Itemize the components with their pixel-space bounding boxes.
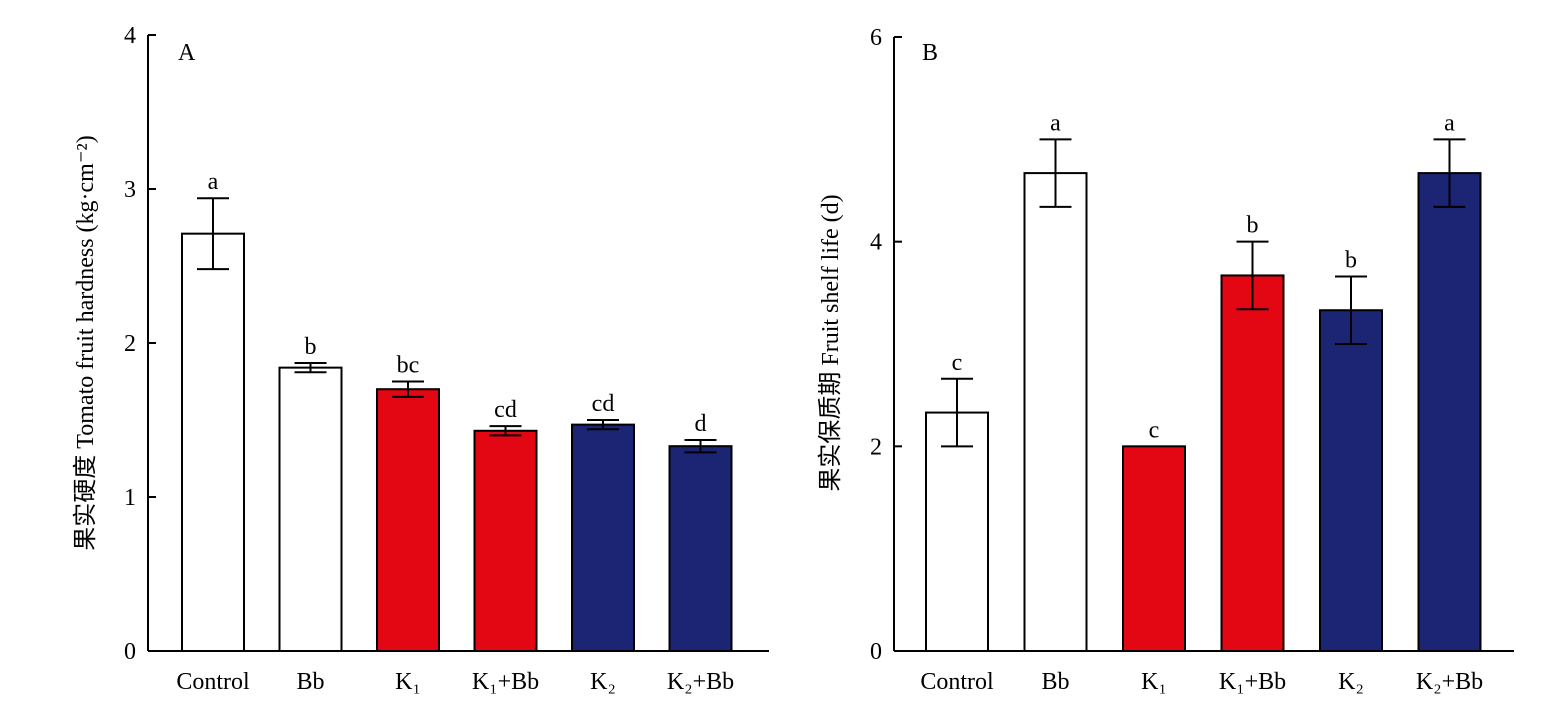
significance-label: b: [1247, 213, 1259, 239]
bar: [1023, 172, 1088, 652]
panel-a: A 果实硬度 Tomato fruit hardness (kg·cm⁻²) 0…: [72, 23, 769, 695]
significance-label: bc: [397, 353, 420, 379]
bar: [925, 411, 989, 652]
significance-label: c: [1149, 417, 1160, 443]
significance-label: c: [952, 350, 963, 376]
y-tick-label: 0: [124, 639, 136, 665]
y-axis-label-b: 果实保质期 Fruit shelf life (d): [817, 194, 844, 491]
y-tick-label: 6: [870, 25, 882, 51]
x-tick-label: Bb: [1041, 669, 1069, 695]
y-tick-label: 4: [870, 230, 882, 256]
y-tick-label: 4: [124, 23, 136, 49]
significance-label: cd: [494, 397, 517, 423]
significance-label: a: [1050, 110, 1061, 136]
x-tick-label: K₁: [395, 669, 421, 695]
y-tick-label: 2: [124, 331, 136, 357]
significance-label: d: [695, 411, 707, 437]
bar: [1319, 309, 1383, 652]
significance-label: b: [1345, 247, 1357, 273]
x-tick-label: K₁+Bb: [472, 669, 539, 695]
panel-b: B 果实保质期 Fruit shelf life (d) 0 2 4 6 c Contro…: [817, 25, 1514, 695]
x-tick-label: Bb: [296, 669, 324, 695]
bar: [1417, 172, 1482, 652]
panel-label-b: B: [922, 40, 938, 66]
x-tick-label: K₂+Bb: [667, 669, 734, 695]
y-tick-label: 2: [870, 434, 882, 460]
significance-label: a: [208, 169, 219, 195]
x-tick-label: Control: [920, 669, 994, 695]
panel-label-a: A: [178, 40, 196, 66]
x-tick-label: K₁: [1141, 669, 1167, 695]
x-tick-label: K₁+Bb: [1219, 669, 1286, 695]
x-tick-label: Control: [176, 669, 250, 695]
significance-label: a: [1444, 110, 1455, 136]
y-axis-label-a: 果实硬度 Tomato fruit hardness (kg·cm⁻²): [72, 135, 99, 550]
significance-label: b: [305, 334, 317, 360]
y-tick-label: 1: [124, 485, 136, 511]
x-tick-label: K₂: [1338, 669, 1364, 695]
bar: [376, 388, 440, 652]
bar: [571, 423, 635, 652]
bar: [473, 429, 538, 652]
x-tick-label: K₂: [590, 669, 616, 695]
bar: [1220, 274, 1285, 652]
bar: [1122, 445, 1186, 653]
y-tick-label: 0: [870, 639, 882, 665]
y-tick-label: 3: [124, 177, 136, 203]
significance-label: cd: [592, 391, 615, 417]
x-tick-label: K₂+Bb: [1416, 669, 1483, 695]
bar: [181, 232, 245, 652]
bar: [668, 445, 733, 652]
bar: [278, 366, 343, 652]
